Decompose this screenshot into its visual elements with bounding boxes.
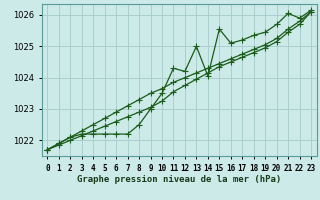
- X-axis label: Graphe pression niveau de la mer (hPa): Graphe pression niveau de la mer (hPa): [77, 175, 281, 184]
